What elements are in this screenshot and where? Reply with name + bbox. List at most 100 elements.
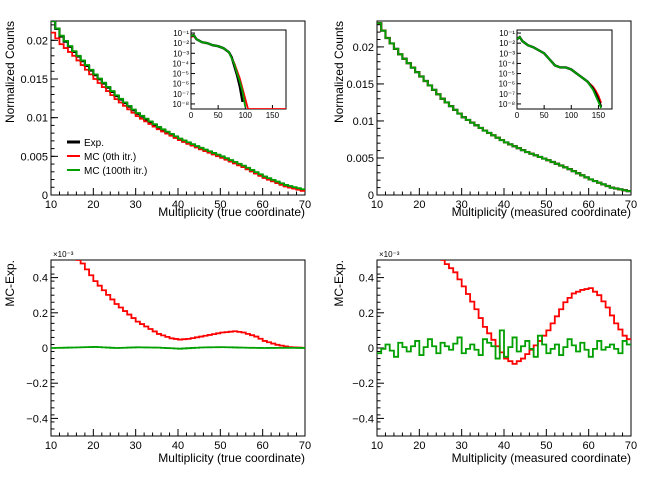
x-tick-label: 70: [299, 199, 311, 211]
x-tick-label: 40: [172, 440, 184, 452]
y-tick-label: 0.015: [346, 79, 374, 91]
x-tick-label: 20: [413, 199, 425, 211]
y-tick-label: 0: [368, 343, 374, 355]
inset-y-tick-label: 10⁻³: [499, 49, 515, 58]
inset-x-tick-label: 100: [239, 111, 253, 120]
inset-y-tick-label: 10⁻⁶: [173, 80, 189, 89]
y-tick-label: 0: [42, 343, 48, 355]
y-tick-label: 0.4: [359, 273, 374, 285]
x-axis-title: Multiplicity (true coordinate): [158, 205, 305, 219]
panel-p4: 10 20 30 40 50 60 70 −0.4 −0.2 0 0.2 0.4 Multiplicit…: [332, 250, 637, 465]
x-axis-title: Multiplicity (true coordinate): [158, 451, 305, 465]
y-tick-label: 0.005: [20, 151, 48, 163]
y-axis-title: Normalized Counts: [332, 21, 346, 123]
x-tick-label: 70: [625, 199, 637, 211]
x-tick-label: 10: [45, 440, 57, 452]
series-line-mc-100th-itr-: [51, 346, 305, 350]
inset-y-tick-label: 10⁻⁵: [499, 70, 515, 79]
x-tick-label: 20: [87, 199, 99, 211]
x-tick-label: 40: [498, 440, 510, 452]
x-tick-label: 70: [299, 440, 311, 452]
x-tick-label: 40: [498, 199, 510, 211]
x-tick-label: 50: [214, 440, 226, 452]
x-tick-label: 60: [583, 199, 595, 211]
inset-y-tick-label: 10⁻⁸: [499, 100, 516, 109]
inset-x-tick-label: 50: [214, 111, 223, 120]
x-tick-label: 30: [130, 440, 142, 452]
y-scale-label: ×10⁻³: [53, 250, 74, 259]
x-axis-title: Multiplicity (measured coordinate): [452, 205, 631, 219]
x-tick-label: 20: [413, 440, 425, 452]
x-tick-label: 50: [540, 440, 552, 452]
inset-y-tick-label: 10⁻⁶: [499, 80, 515, 89]
y-tick-label: 0.01: [353, 116, 374, 128]
x-tick-label: 60: [257, 440, 269, 452]
inset-plot: 0 50 100 150 10⁻¹10⁻²10⁻³10⁻⁴ 10⁻⁵10⁻⁶10⁻⁷10⁻…: [172, 29, 287, 120]
inset-y-tick-label: 10⁻⁷: [173, 90, 189, 99]
y-tick-label: −0.2: [26, 378, 48, 390]
inset-y-tick-label: 10⁻³: [173, 49, 189, 58]
y-tick-label: 0.2: [359, 308, 374, 320]
legend-label: MC (0th itr.): [84, 152, 136, 163]
series-line-mc-100th-itr-: [377, 22, 631, 193]
inset-series-line-mc-100th-itr-: [191, 33, 247, 108]
y-axis-title: Normalized Counts: [3, 21, 17, 123]
y-tick-label: 0.015: [20, 74, 48, 86]
x-tick-label: 10: [371, 199, 383, 211]
series-line-mc-100th-itr-: [51, 21, 305, 191]
y-tick-label: −0.4: [352, 413, 374, 425]
y-tick-label: 0.4: [33, 273, 48, 285]
panel-p1: 10 20 30 40 50 60 70 0 0.005 0.01 0.015 0.02 Multipl…: [3, 20, 311, 219]
y-tick-label: 0.01: [27, 113, 48, 125]
y-tick-label: 0.005: [346, 153, 374, 165]
legend-label: Exp.: [84, 138, 104, 149]
series-line-mc-0th-itr-: [440, 260, 631, 365]
inset-x-tick-label: 150: [266, 111, 280, 120]
legend-label: MC (100th itr.): [84, 166, 147, 177]
panel-p2: 10 20 30 40 50 60 70 0 0.005 0.01 0.015 0.02 Multipl…: [332, 20, 637, 219]
x-tick-label: 30: [456, 440, 468, 452]
x-tick-label: 20: [87, 440, 99, 452]
series-line-mc-100th-itr-: [377, 329, 631, 360]
y-axis-title: MC-Exp.: [332, 260, 346, 307]
x-tick-label: 50: [214, 199, 226, 211]
x-tick-label: 10: [371, 440, 383, 452]
inset-y-tick-label: 10⁻⁸: [173, 100, 190, 109]
inset-x-tick-label: 0: [189, 111, 194, 120]
inset-y-tick-label: 10⁻¹: [173, 29, 189, 38]
panel-p3: 10 20 30 40 50 60 70 −0.4 −0.2 0 0.2 0.4 Multiplicit…: [3, 250, 311, 465]
y-tick-label: 0.02: [353, 42, 374, 54]
inset-y-tick-label: 10⁻²: [173, 39, 189, 48]
inset-y-tick-label: 10⁻⁴: [172, 59, 189, 68]
inset-x-tick-label: 100: [565, 111, 579, 120]
inset-series-line-mc-100th-itr-: [517, 35, 602, 109]
inset-y-tick-label: 10⁻²: [499, 39, 515, 48]
x-tick-label: 50: [540, 199, 552, 211]
inset-x-tick-label: 150: [592, 111, 606, 120]
x-tick-label: 30: [130, 199, 142, 211]
y-scale-label: ×10⁻³: [379, 250, 400, 259]
y-tick-label: 0: [42, 190, 48, 202]
y-tick-label: −0.2: [352, 378, 374, 390]
x-tick-label: 30: [456, 199, 468, 211]
series-line-mc-0th-itr-: [75, 260, 305, 349]
inset-plot: 0 50 100 150 10⁻¹10⁻²10⁻³10⁻⁴ 10⁻⁵10⁻⁶10⁻⁷10⁻…: [498, 29, 613, 120]
x-tick-label: 60: [583, 440, 595, 452]
inset-x-tick-label: 50: [540, 111, 549, 120]
inset-y-tick-label: 10⁻⁵: [173, 70, 189, 79]
x-tick-label: 40: [172, 199, 184, 211]
inset-y-tick-label: 10⁻⁷: [499, 90, 515, 99]
inset-y-tick-label: 10⁻⁴: [498, 59, 515, 68]
x-tick-label: 70: [625, 440, 637, 452]
y-tick-label: 0.2: [33, 308, 48, 320]
x-tick-label: 60: [257, 199, 269, 211]
inset-x-tick-label: 0: [515, 111, 520, 120]
inset-y-tick-label: 10⁻¹: [499, 29, 515, 38]
x-tick-label: 10: [45, 199, 57, 211]
y-tick-label: 0: [368, 190, 374, 202]
y-axis-title: MC-Exp.: [3, 260, 17, 307]
x-axis-title: Multiplicity (measured coordinate): [452, 451, 631, 465]
y-tick-label: 0.02: [27, 35, 48, 47]
y-tick-label: −0.4: [26, 413, 48, 425]
